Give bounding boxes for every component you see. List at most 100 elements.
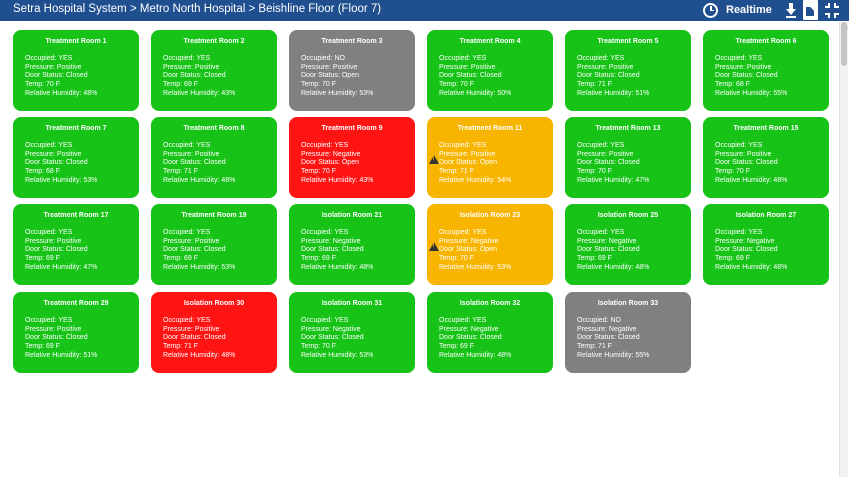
scroll-thumb[interactable] [841,22,847,66]
room-pressure-value: Negative [608,325,637,333]
room-temp-value: 69 F [46,343,61,351]
room-card[interactable]: Treatment Room 11 Occupied: YES Pressure: … [427,117,553,198]
room-card[interactable]: Isolation Room 32 Occupied: YES Pressure: … [427,292,553,373]
room-occupied-label: Occupied: [163,228,197,236]
room-occupied-value: YES [196,141,211,149]
room-temp-label: Temp: [577,168,599,176]
room-door-value: Closed [203,246,226,254]
room-temp-label: Temp: [25,81,47,89]
room-temp-value: 70 F [460,81,475,89]
room-card[interactable]: Isolation Room 30 Occupied: YES Pressure: … [151,292,277,373]
room-card[interactable]: Isolation Room 31 Occupied: YES Pressure: … [289,292,415,373]
room-door-value: Closed [203,72,226,80]
room-occupied-value: YES [472,316,487,324]
room-card[interactable]: Isolation Room 27 Occupied: YES Pressure: … [703,204,829,285]
room-temp-value: 68 F [736,81,751,89]
room-pressure-value: Positive [608,63,634,71]
room-temp-line: Temp: 71 F [439,168,553,177]
room-temp-value: 71 F [598,81,613,89]
room-humidity-value: 47% [83,263,98,271]
room-card[interactable]: Treatment Room 5 Occupied: YES Pressure: P… [565,30,691,111]
room-humidity-label: Relative Humidity: [439,176,498,184]
room-door-line: Door Status: Closed [163,246,277,255]
room-card[interactable]: Treatment Room 8 Occupied: YES Pressure: P… [151,117,277,198]
room-name: Isolation Room 21 [321,212,383,219]
room-temp-label: Temp: [25,255,47,263]
room-card[interactable]: Isolation Room 23 Occupied: YES Pressure: … [427,204,553,285]
download-icon[interactable] [783,2,799,19]
room-occupied-line: Occupied: YES [25,55,139,64]
room-humidity-value: 54% [497,176,512,184]
room-name: Treatment Room 3 [321,38,383,45]
room-door-value: Open [341,159,359,167]
room-door-label: Door Status: [577,72,618,80]
room-pressure-label: Pressure: [25,150,57,158]
room-occupied-value: YES [610,141,625,149]
room-pressure-value: Positive [194,63,220,71]
room-temp-label: Temp: [715,81,737,89]
room-card[interactable]: Treatment Room 2 Occupied: YES Pressure: P… [151,30,277,111]
room-card[interactable]: Treatment Room 17 Occupied: YES Pressure: … [13,204,139,285]
room-card[interactable]: Treatment Room 6 Occupied: YES Pressure: P… [703,30,829,111]
collapse-icon[interactable] [824,2,840,19]
room-card[interactable]: Treatment Room 15 Occupied: YES Pressure: … [703,117,829,198]
vertical-scrollbar[interactable] [839,22,848,477]
room-card[interactable]: Treatment Room 13 Occupied: YES Pressure: … [565,117,691,198]
room-humidity-label: Relative Humidity: [577,176,636,184]
room-occupied-label: Occupied: [163,316,197,324]
room-door-line: Door Status: Closed [301,334,415,343]
room-card[interactable]: Treatment Room 3 Occupied: NO Pressure: Po… [289,30,415,111]
room-humidity-line: Relative Humidity: 47% [25,264,139,273]
room-door-value: Closed [203,159,226,167]
realtime-toggle[interactable]: Realtime [703,1,772,19]
room-pressure-value: Negative [332,325,361,333]
room-card[interactable]: Isolation Room 21 Occupied: YES Pressure: … [289,204,415,285]
room-humidity-label: Relative Humidity: [301,176,360,184]
room-door-label: Door Status: [301,334,342,342]
room-pressure-label: Pressure: [301,325,333,333]
room-occupied-label: Occupied: [577,54,611,62]
room-humidity-label: Relative Humidity: [715,89,774,97]
room-pressure-label: Pressure: [715,63,747,71]
room-humidity-line: Relative Humidity: 48% [25,90,139,99]
room-pressure-value: Positive [608,150,634,158]
room-temp-value: 69 F [598,255,613,263]
room-humidity-value: 48% [773,176,788,184]
room-card[interactable]: Treatment Room 4 Occupied: YES Pressure: P… [427,30,553,111]
room-humidity-value: 53% [221,263,236,271]
room-card[interactable]: Treatment Room 9 Occupied: YES Pressure: N… [289,117,415,198]
room-card[interactable]: Treatment Room 29 Occupied: YES Pressure: … [13,292,139,373]
room-temp-value: 70 F [46,81,61,89]
room-pressure-label: Pressure: [163,237,195,245]
room-occupied-label: Occupied: [715,54,749,62]
room-door-value: Closed [479,72,502,80]
room-humidity-label: Relative Humidity: [439,263,498,271]
room-temp-line: Temp: 69 F [163,255,277,264]
room-humidity-line: Relative Humidity: 54% [439,177,553,186]
room-door-line: Door Status: Closed [25,334,139,343]
room-card[interactable]: Treatment Room 7 Occupied: YES Pressure: P… [13,117,139,198]
room-card[interactable]: Treatment Room 1 Occupied: YES Pressure: P… [13,30,139,111]
room-pressure-label: Pressure: [301,63,333,71]
room-pressure-label: Pressure: [439,325,471,333]
room-card[interactable]: Isolation Room 33 Occupied: NO Pressure: N… [565,292,691,373]
room-card[interactable]: Treatment Room 19 Occupied: YES Pressure: … [151,204,277,285]
room-occupied-line: Occupied: YES [25,229,139,238]
room-temp-line: Temp: 68 F [715,81,829,90]
room-pressure-value: Positive [470,63,496,71]
room-card[interactable]: Isolation Room 25 Occupied: YES Pressure: … [565,204,691,285]
room-humidity-value: 48% [359,263,374,271]
export-icon[interactable] [803,0,818,20]
room-temp-label: Temp: [577,343,599,351]
room-occupied-label: Occupied: [301,228,335,236]
room-pressure-line: Pressure: Positive [25,326,139,335]
room-occupied-value: YES [334,141,349,149]
clock-icon [703,2,718,18]
room-temp-label: Temp: [301,255,323,263]
room-humidity-value: 47% [635,176,650,184]
breadcrumb[interactable]: Setra Hospital System > Metro North Hosp… [13,3,382,15]
room-occupied-line: Occupied: YES [301,229,415,238]
room-humidity-value: 55% [635,351,650,359]
room-door-value: Open [479,159,497,167]
room-temp-label: Temp: [163,168,185,176]
